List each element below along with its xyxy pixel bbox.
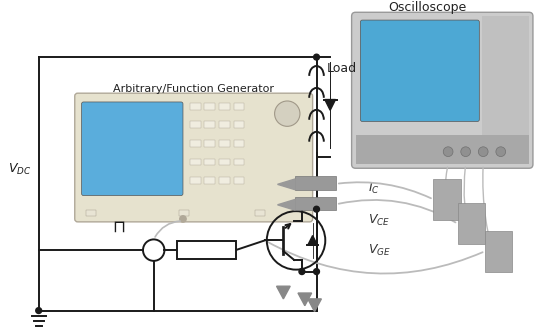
FancyBboxPatch shape (81, 102, 183, 195)
Bar (219, 103, 230, 110)
Circle shape (314, 206, 320, 212)
Circle shape (314, 269, 320, 274)
Bar (295, 176, 336, 190)
Circle shape (461, 147, 471, 157)
Polygon shape (325, 100, 336, 110)
Bar (205, 140, 215, 147)
Text: $V_{CE}$: $V_{CE}$ (368, 213, 390, 228)
Polygon shape (278, 199, 295, 210)
Bar (234, 159, 244, 165)
Bar (234, 140, 244, 147)
Polygon shape (278, 179, 295, 190)
Text: $I_C$: $I_C$ (368, 181, 380, 196)
Bar (355, 135, 529, 165)
Text: ⊓: ⊓ (112, 218, 125, 236)
Text: Arbitrary/Function Generator: Arbitrary/Function Generator (113, 84, 274, 94)
Circle shape (314, 54, 320, 60)
Polygon shape (308, 235, 317, 245)
Bar (219, 122, 230, 128)
Bar (190, 103, 201, 110)
Circle shape (496, 147, 505, 157)
Bar (234, 177, 244, 184)
Bar (485, 231, 513, 272)
Text: $V_{GE}$: $V_{GE}$ (368, 242, 391, 258)
Text: $V_{DC}$: $V_{DC}$ (8, 162, 31, 177)
Circle shape (443, 147, 453, 157)
Circle shape (179, 215, 187, 223)
Bar (458, 203, 485, 244)
Bar (234, 122, 244, 128)
Bar (205, 177, 215, 184)
Bar (177, 241, 235, 259)
Bar (234, 103, 244, 110)
FancyBboxPatch shape (360, 20, 479, 122)
Circle shape (36, 308, 42, 313)
Bar (255, 210, 265, 216)
FancyBboxPatch shape (351, 12, 533, 168)
Bar (205, 122, 215, 128)
Text: $R_G$: $R_G$ (198, 247, 215, 262)
Polygon shape (308, 299, 321, 312)
Bar (295, 196, 336, 210)
Bar (86, 210, 96, 216)
Bar (205, 103, 215, 110)
Bar (219, 177, 230, 184)
Bar (190, 140, 201, 147)
Bar (219, 140, 230, 147)
Bar (179, 210, 189, 216)
FancyBboxPatch shape (75, 93, 312, 222)
Polygon shape (277, 286, 290, 299)
Bar (433, 179, 461, 220)
Bar (190, 159, 201, 165)
Circle shape (478, 147, 488, 157)
Polygon shape (298, 293, 312, 306)
Bar (205, 159, 215, 165)
Bar (190, 177, 201, 184)
Text: Load: Load (326, 62, 356, 75)
Text: Oscilloscope: Oscilloscope (388, 1, 467, 14)
Circle shape (299, 269, 305, 274)
Bar (482, 16, 529, 135)
Bar (219, 159, 230, 165)
Circle shape (274, 101, 300, 126)
Bar (190, 122, 201, 128)
